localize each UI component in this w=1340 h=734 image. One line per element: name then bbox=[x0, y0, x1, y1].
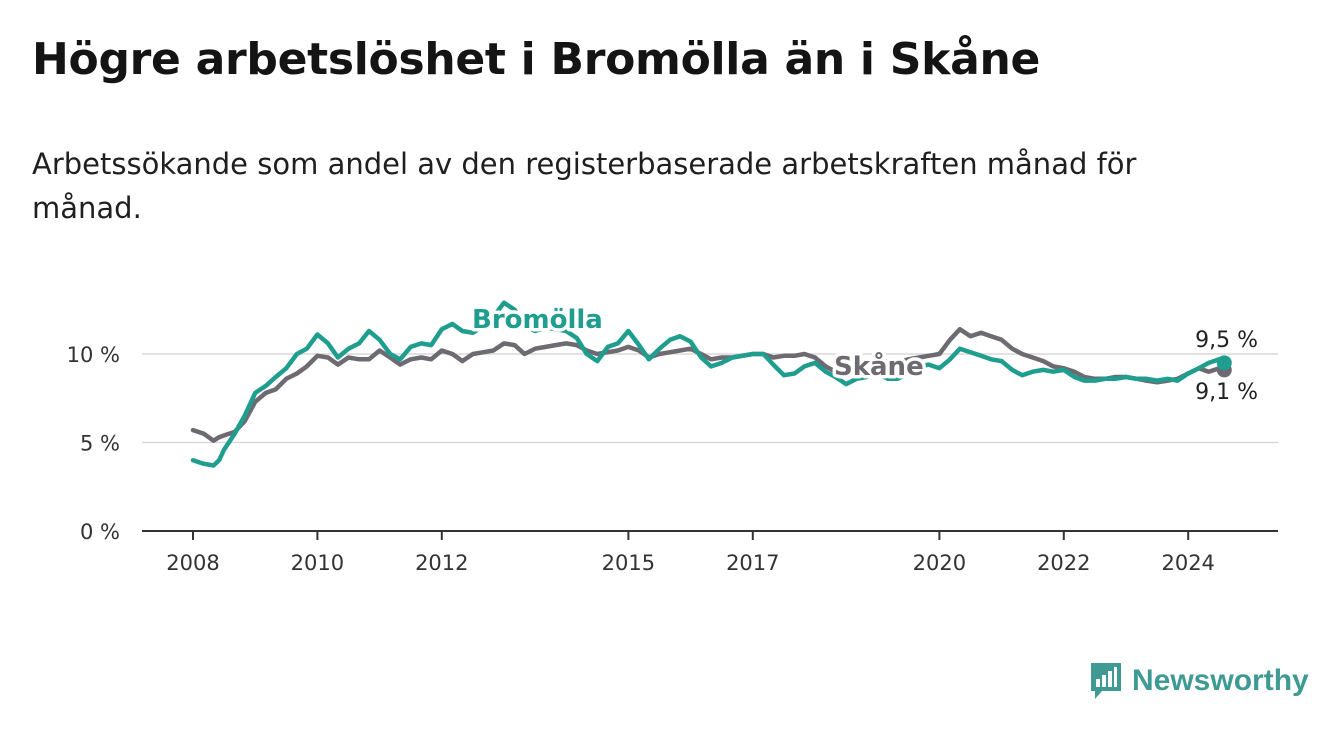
end-value-bromolla: 9,5 % bbox=[1195, 328, 1258, 353]
x-tick-label: 2012 bbox=[415, 551, 468, 575]
brand-name: Newsworthy bbox=[1132, 664, 1309, 697]
newsworthy-chart-icon bbox=[1091, 663, 1121, 699]
series-label-skane: Skåne bbox=[834, 350, 924, 382]
end-value-skane: 9,1 % bbox=[1195, 380, 1258, 405]
chart-title: Högre arbetslöshet i Bromölla än i Skåne bbox=[32, 34, 1041, 85]
x-tick-label: 2017 bbox=[726, 551, 779, 575]
series-label-bromolla: Bromölla bbox=[472, 305, 603, 335]
y-tick-label: 10 % bbox=[67, 343, 120, 367]
gridlines bbox=[142, 353, 1278, 444]
series-lines bbox=[190, 300, 1232, 468]
y-tick-label: 0 % bbox=[80, 520, 120, 544]
x-tick-label: 2015 bbox=[602, 551, 655, 575]
y-tick-label: 5 % bbox=[80, 432, 120, 456]
x-tick-label: 2008 bbox=[166, 551, 219, 575]
x-tick-label: 2024 bbox=[1161, 551, 1214, 575]
end-point-bromolla bbox=[1216, 355, 1232, 371]
brand-logo: Newsworthy bbox=[1088, 660, 1309, 702]
series-line-bromolla bbox=[190, 300, 1227, 468]
x-tick-label: 2010 bbox=[291, 551, 344, 575]
axes: 0 % 5 % 10 % 2008 2010 2012 2015 2017 2020 2022 20… bbox=[67, 343, 1278, 575]
series-line-skane bbox=[190, 326, 1227, 443]
x-tick-label: 2020 bbox=[913, 551, 966, 575]
series-label-bromolla-halo: Bromölla bbox=[472, 305, 603, 335]
x-tick-label: 2022 bbox=[1037, 551, 1090, 575]
chart-subtitle: Arbetssökande som andel av den registerb… bbox=[32, 147, 1137, 225]
series-label-skane-halo: Skåne bbox=[834, 350, 924, 382]
